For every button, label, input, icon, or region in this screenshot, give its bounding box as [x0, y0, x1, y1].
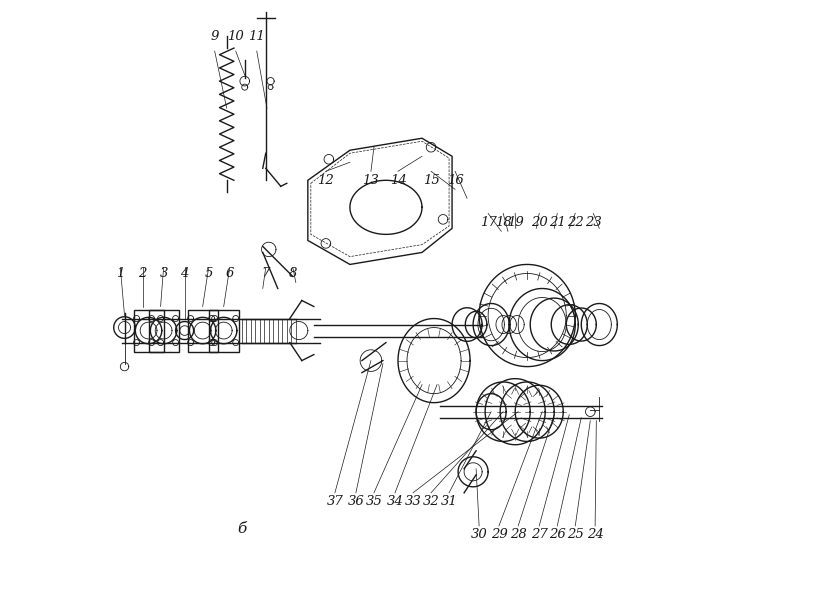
Text: 9: 9 [210, 29, 219, 43]
Text: 25: 25 [566, 528, 583, 542]
Text: 31: 31 [440, 495, 457, 508]
Text: 34: 34 [386, 495, 403, 508]
Text: 27: 27 [530, 528, 547, 542]
Text: 16: 16 [446, 174, 463, 187]
Text: 37: 37 [326, 495, 343, 508]
Text: 30: 30 [470, 528, 486, 542]
Text: 33: 33 [404, 495, 421, 508]
Text: 18: 18 [494, 216, 511, 229]
Text: 22: 22 [566, 216, 583, 229]
Text: 11: 11 [248, 29, 265, 43]
Text: 23: 23 [584, 216, 601, 229]
Text: 13: 13 [362, 174, 379, 187]
Text: 7: 7 [261, 267, 269, 280]
Text: 6: 6 [225, 267, 233, 280]
Text: 35: 35 [365, 495, 382, 508]
Text: 12: 12 [317, 174, 334, 187]
Text: 36: 36 [347, 495, 364, 508]
Text: 19: 19 [506, 216, 523, 229]
Text: 24: 24 [586, 528, 603, 542]
Text: 3: 3 [159, 267, 168, 280]
Text: 4: 4 [180, 267, 188, 280]
Text: 28: 28 [509, 528, 526, 542]
Text: 10: 10 [227, 29, 244, 43]
Text: 5: 5 [204, 267, 213, 280]
Text: 17: 17 [479, 216, 495, 229]
Text: 29: 29 [490, 528, 507, 542]
Text: 8: 8 [288, 267, 296, 280]
Text: 21: 21 [548, 216, 565, 229]
Text: 20: 20 [530, 216, 547, 229]
Text: 15: 15 [422, 174, 439, 187]
Text: б: б [237, 522, 246, 536]
Text: 14: 14 [389, 174, 406, 187]
Text: 32: 32 [422, 495, 439, 508]
Text: 2: 2 [138, 267, 147, 280]
Text: 26: 26 [548, 528, 565, 542]
Text: 1: 1 [116, 267, 124, 280]
